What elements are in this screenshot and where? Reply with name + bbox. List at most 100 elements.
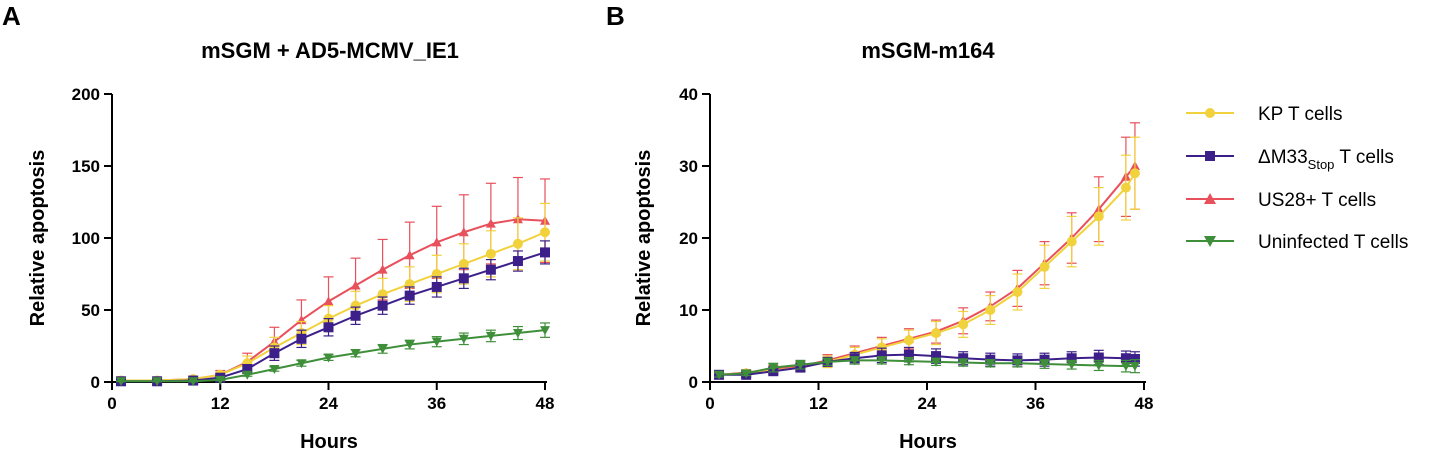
data-point — [1129, 353, 1140, 364]
panel-b-x-tick-label: 12 — [809, 394, 828, 413]
data-point — [188, 377, 199, 387]
panel-a-x-tick-label: 24 — [319, 394, 338, 413]
data-point — [350, 349, 361, 359]
panel-a-y-tick-label: 150 — [72, 157, 100, 176]
series-m33-t-cells — [116, 240, 550, 387]
data-point — [512, 238, 523, 249]
data-point — [903, 335, 914, 346]
data-point — [512, 256, 523, 267]
series-us28-t-cells — [116, 176, 550, 385]
data-point — [903, 357, 914, 367]
data-point — [485, 218, 496, 228]
data-point — [152, 377, 163, 387]
data-point — [876, 350, 887, 361]
legend-label-dm33: ΔM33Stop T cells — [1258, 147, 1394, 172]
data-point — [404, 290, 415, 301]
data-point — [1066, 353, 1077, 364]
data-point — [215, 375, 226, 385]
legend-item-dm33: ΔM33Stop T cells — [1186, 147, 1394, 172]
data-point — [323, 353, 334, 363]
data-point — [242, 364, 253, 375]
series-line — [718, 165, 1136, 376]
data-point — [714, 370, 725, 380]
data-point — [1093, 352, 1104, 363]
data-point — [296, 359, 307, 369]
panel-a-x-axis-label: Hours — [300, 431, 358, 453]
data-point — [1039, 360, 1050, 369]
legend: KP T cells ΔM33Stop T cells US28+ T cell… — [1186, 104, 1408, 253]
legend-item-us28: US28+ T cells — [1186, 190, 1376, 211]
legend-item-kp: KP T cells — [1186, 104, 1343, 125]
data-point — [458, 258, 469, 269]
data-point — [350, 300, 361, 311]
data-point — [1120, 182, 1131, 193]
data-point — [1093, 211, 1104, 222]
data-point — [1012, 359, 1023, 369]
data-point — [458, 273, 469, 284]
data-point — [269, 348, 280, 359]
panel-b-x-tick-label: 24 — [918, 394, 937, 413]
data-point — [795, 360, 806, 370]
data-point — [485, 248, 496, 259]
data-point — [350, 310, 361, 321]
data-point — [768, 363, 779, 373]
data-point — [849, 356, 860, 366]
data-point — [1129, 168, 1140, 179]
series-kp-t-cells — [714, 136, 1140, 380]
data-point — [958, 358, 969, 368]
data-point — [269, 365, 280, 375]
legend-label-uninfected: Uninfected T cells — [1258, 232, 1408, 253]
data-point — [985, 305, 996, 315]
data-point — [296, 333, 307, 344]
data-point — [350, 280, 361, 290]
data-point — [1129, 362, 1140, 372]
legend-label-us28: US28+ T cells — [1258, 190, 1376, 211]
data-point — [323, 296, 334, 306]
panel-b-title: mSGM-m164 — [861, 38, 995, 63]
data-point — [323, 322, 334, 333]
data-point — [485, 264, 496, 275]
panel-b-y-tick-label: 0 — [689, 373, 698, 392]
legend-label-kp: KP T cells — [1258, 104, 1343, 125]
panel-a-x-tick-label: 48 — [536, 394, 555, 413]
data-point — [540, 227, 550, 238]
panel-a-title: mSGM + AD5-MCMV_IE1 — [201, 38, 459, 63]
panel-a: A mSGM + AD5-MCMV_IE1 Hours Relative apo… — [2, 1, 554, 453]
panel-a-y-tick-label: 200 — [72, 85, 100, 104]
panel-a-y-tick-label: 100 — [72, 229, 100, 248]
data-point — [404, 340, 415, 350]
panel-b-y-axis-label: Relative apoptosis — [633, 150, 655, 327]
legend-marker-circle — [1205, 108, 1215, 118]
panel-a-x-tick-label: 0 — [107, 394, 116, 413]
legend-item-uninfected: Uninfected T cells — [1186, 232, 1408, 253]
data-point — [958, 353, 969, 364]
data-point — [377, 344, 388, 354]
data-point — [404, 250, 415, 260]
data-point — [540, 326, 550, 336]
panel-a-y-tick-label: 50 — [81, 301, 100, 320]
panel-a-x-tick-label: 12 — [211, 394, 230, 413]
data-point — [431, 337, 442, 347]
data-point — [985, 359, 996, 369]
series-uninfected-t-cells — [116, 322, 550, 387]
series-kp-t-cells — [116, 202, 550, 386]
data-point — [458, 227, 469, 237]
legend-marker-triangle-down — [1204, 236, 1216, 247]
panel-b-letter: B — [606, 1, 625, 31]
panel-a-letter: A — [2, 1, 21, 31]
panel-b-y-tick-label: 30 — [679, 157, 698, 176]
data-point — [512, 329, 523, 339]
data-point — [1012, 287, 1023, 297]
panel-b-y-tick-label: 10 — [679, 301, 698, 320]
series-line — [121, 251, 546, 383]
data-point — [116, 377, 127, 387]
data-point — [1120, 353, 1131, 364]
series-line — [121, 231, 546, 382]
data-point — [1120, 362, 1131, 372]
data-point — [485, 331, 496, 341]
series-us28-t-cells — [714, 122, 1140, 379]
data-point — [431, 281, 442, 292]
series-line — [718, 172, 1136, 376]
legend-marker-triangle-up — [1204, 193, 1216, 204]
panel-b-x-tick-label: 0 — [705, 394, 714, 413]
